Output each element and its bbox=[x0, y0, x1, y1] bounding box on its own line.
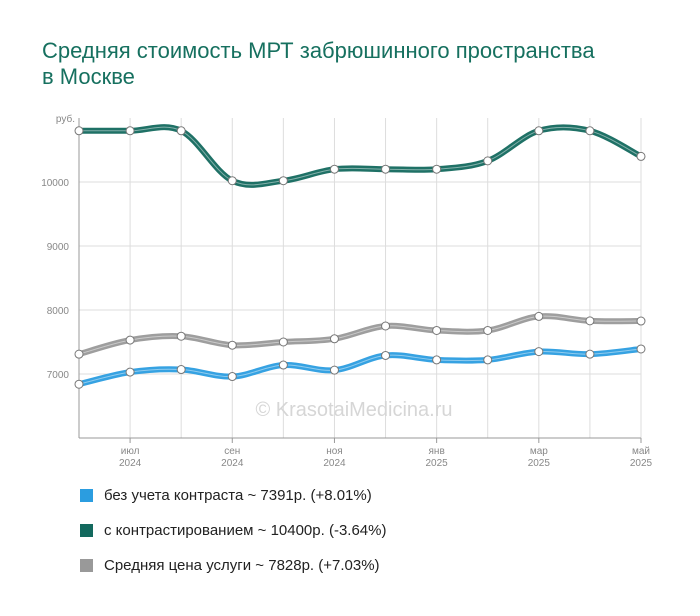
x-tick-label-month: июл bbox=[121, 446, 140, 457]
series-0-point bbox=[534, 126, 544, 136]
legend-swatch-average bbox=[80, 558, 93, 572]
legend-item-average[interactable]: Средняя цена услуги ~ 7828р. (+7.03%) bbox=[80, 556, 386, 574]
y-tick-label: 9000 bbox=[47, 242, 70, 253]
legend-swatch-with-contrast bbox=[80, 523, 93, 537]
legend-label-average: Средняя цена услуги ~ 7828р. (+7.03%) bbox=[104, 556, 380, 574]
series-0-point bbox=[483, 156, 493, 166]
x-tick-label-year: 2024 bbox=[221, 458, 244, 469]
series-0-point bbox=[381, 164, 391, 174]
watermark: © KrasotaiMedicina.ru bbox=[255, 399, 452, 421]
series-0-point bbox=[74, 126, 84, 136]
x-tick-label-month: ноя bbox=[326, 446, 343, 457]
series-2-point bbox=[176, 365, 186, 375]
series-2-line bbox=[76, 345, 644, 388]
y-tick-label: 7000 bbox=[47, 370, 70, 381]
x-tick-label-year: 2024 bbox=[323, 458, 346, 469]
legend-swatch-no-contrast bbox=[80, 488, 93, 502]
series-2-point bbox=[329, 365, 339, 375]
x-tick-label-month: мар bbox=[530, 446, 548, 457]
legend: без учета контраста ~ 7391р. (+8.01%) с … bbox=[80, 486, 386, 591]
series-2-point bbox=[483, 355, 493, 365]
legend-label-with-contrast: с контрастированием ~ 10400р. (-3.64%) bbox=[104, 521, 387, 539]
series-1-point bbox=[176, 331, 186, 341]
x-tick-label-year: 2024 bbox=[119, 458, 142, 469]
series-1-point bbox=[125, 335, 135, 345]
series-1-line bbox=[76, 313, 644, 358]
legend-item-no-contrast[interactable]: без учета контраста ~ 7391р. (+8.01%) bbox=[80, 486, 386, 504]
series-0-point bbox=[125, 126, 135, 136]
y-unit-label: руб. bbox=[56, 113, 75, 125]
series-1-point bbox=[483, 325, 493, 335]
series-0-point bbox=[176, 126, 186, 136]
series-2-point bbox=[432, 355, 442, 365]
series-0-point bbox=[585, 126, 595, 136]
series-0-line bbox=[76, 124, 644, 188]
x-tick-label-year: 2025 bbox=[630, 458, 653, 469]
series-0-point bbox=[278, 176, 288, 186]
series-2-point bbox=[585, 349, 595, 359]
series-1-point bbox=[534, 311, 544, 321]
x-tick-label-month: май bbox=[632, 446, 650, 457]
series-0-line-highlight bbox=[79, 126, 642, 186]
x-tick-label-month: янв bbox=[429, 446, 445, 457]
series-2-point bbox=[381, 350, 391, 360]
series-0-point bbox=[329, 164, 339, 174]
series-2-point bbox=[74, 379, 84, 389]
series-2-point bbox=[636, 344, 646, 354]
series-2-point bbox=[227, 372, 237, 382]
series-2-point bbox=[534, 347, 544, 357]
series-1-point bbox=[381, 321, 391, 331]
x-tick-label-month: сен bbox=[224, 446, 240, 457]
series-1-point bbox=[74, 349, 84, 359]
legend-item-with-contrast[interactable]: с контрастированием ~ 10400р. (-3.64%) bbox=[80, 521, 386, 539]
series-1-point bbox=[636, 316, 646, 326]
series-2-point bbox=[278, 360, 288, 370]
x-tick-label-year: 2025 bbox=[528, 458, 551, 469]
series-1-point bbox=[227, 340, 237, 350]
series-1-point bbox=[278, 337, 288, 347]
series-2-point bbox=[125, 367, 135, 377]
series-1-point bbox=[432, 325, 442, 335]
series-1-point bbox=[585, 316, 595, 326]
series-1-point bbox=[329, 334, 339, 344]
y-tick-label: 8000 bbox=[47, 306, 70, 317]
x-tick-label-year: 2025 bbox=[426, 458, 449, 469]
series-0-point bbox=[227, 176, 237, 186]
legend-label-no-contrast: без учета контраста ~ 7391р. (+8.01%) bbox=[104, 486, 372, 504]
chart-title: Средняя стоимость МРТ забрюшинного прост… bbox=[42, 38, 595, 89]
y-tick-label: 10000 bbox=[41, 178, 69, 189]
series-0-point bbox=[432, 164, 442, 174]
series-0-point bbox=[636, 151, 646, 161]
